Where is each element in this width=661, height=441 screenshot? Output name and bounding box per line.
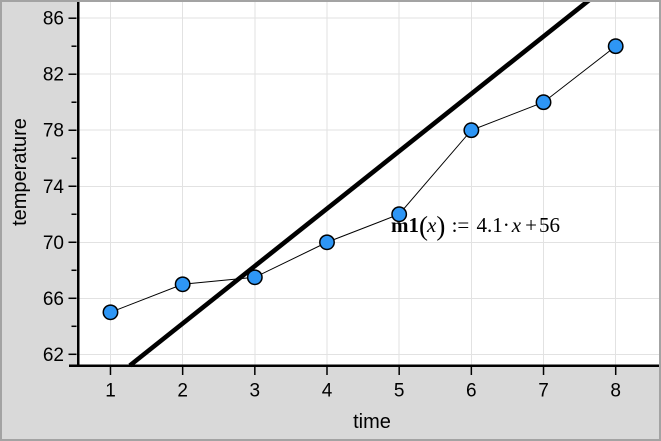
y-axis-title: temperature: [9, 118, 31, 226]
data-connect-line: [110, 45, 617, 313]
x-axis-title: time: [353, 411, 391, 433]
data-point[interactable]: [102, 304, 119, 321]
y-tick-label: 62: [43, 345, 64, 366]
equation-intercept: 56: [538, 213, 560, 237]
x-tick-label: 4: [322, 381, 333, 402]
equation-assign: :=: [446, 213, 475, 237]
x-tick-label: 1: [105, 381, 116, 402]
y-tick-label: 82: [43, 65, 64, 86]
data-point[interactable]: [174, 276, 191, 293]
data-point[interactable]: [535, 94, 552, 111]
data-point[interactable]: [607, 38, 624, 55]
plot-area[interactable]: [78, 0, 661, 366]
x-tick-label: 7: [538, 381, 549, 402]
x-tick-label: 6: [466, 381, 477, 402]
model-line-m1[interactable]: [128, 0, 591, 368]
y-tick-label: 66: [43, 289, 64, 310]
equation-open-paren: (: [419, 211, 428, 241]
equation-coefficient: 4.1: [476, 213, 503, 237]
x-tick-label: 3: [250, 381, 261, 402]
x-tick-label: 8: [610, 381, 621, 402]
equation-plus: +: [525, 213, 537, 237]
y-tick-label: 86: [43, 9, 64, 30]
y-tick-label: 74: [43, 177, 65, 198]
y-tick-label: 70: [43, 233, 64, 254]
y-tick-label: 78: [43, 121, 64, 142]
data-point[interactable]: [463, 122, 480, 139]
x-tick-label: 2: [177, 381, 188, 402]
data-point[interactable]: [246, 269, 263, 286]
x-tick-label: 5: [394, 381, 405, 402]
equation-dot: ·: [502, 213, 510, 237]
equation-close-paren: ): [436, 211, 445, 241]
equation-function-name: m1: [391, 213, 419, 237]
equation-label[interactable]: m1(x) := 4.1·x +56: [391, 211, 560, 242]
equation-variable: x: [427, 213, 437, 237]
data-point[interactable]: [391, 206, 408, 223]
equation-variable2: x: [511, 213, 522, 237]
data-point[interactable]: [319, 234, 335, 251]
